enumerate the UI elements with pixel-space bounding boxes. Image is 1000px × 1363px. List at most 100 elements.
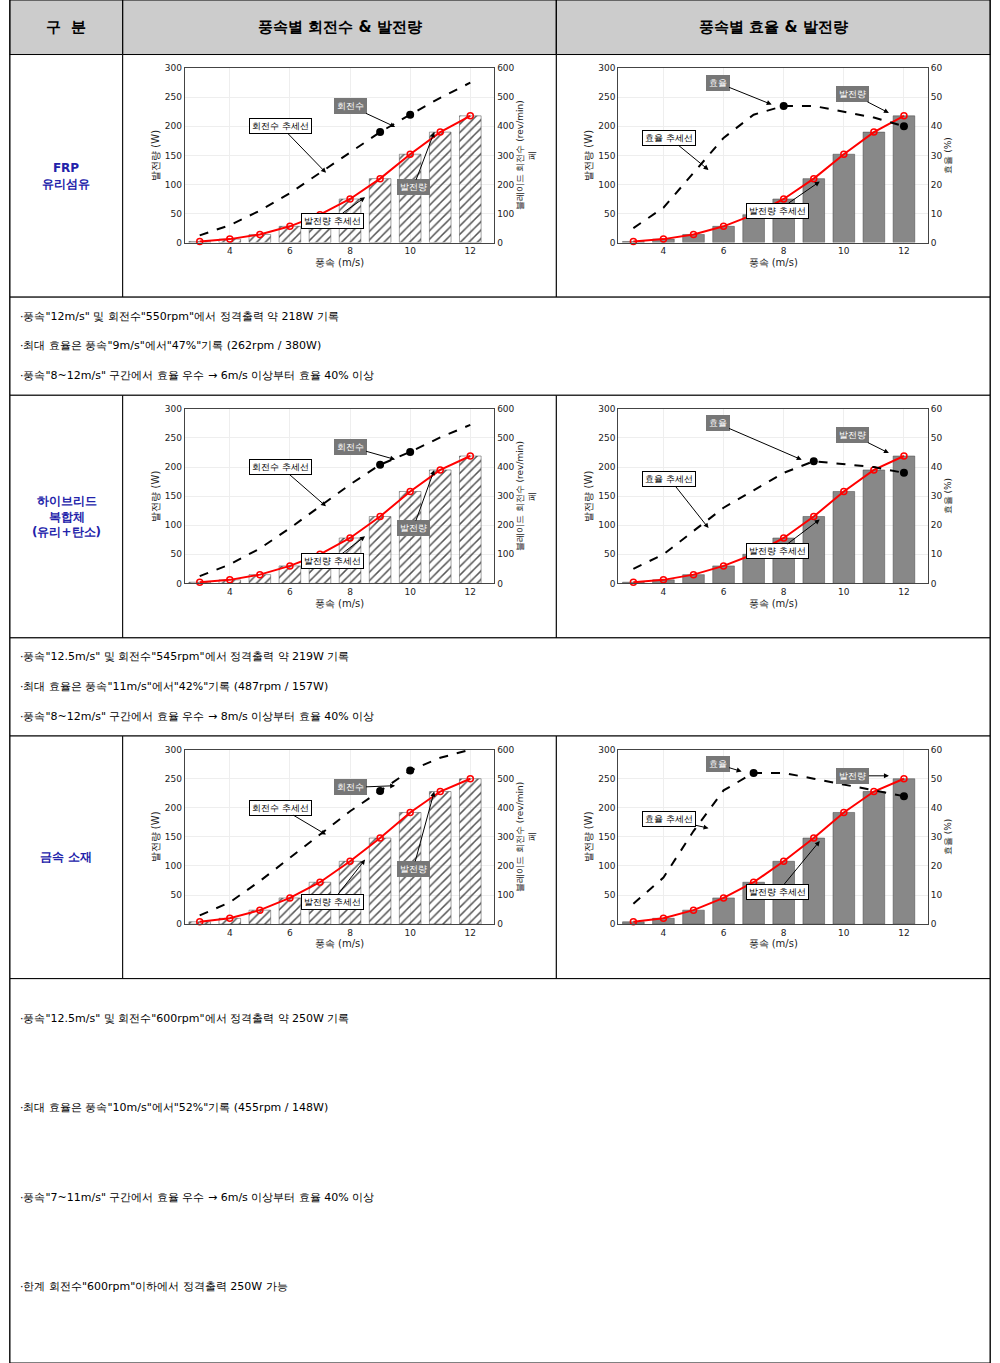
svg-text:10: 10 (838, 587, 850, 597)
svg-text:효율 (%): 효율 (%) (943, 819, 953, 855)
svg-text:·풍속"8~12m/s" 구간에서 효율 우수 → 6m/s: ·풍속"8~12m/s" 구간에서 효율 우수 → 6m/s 이상부터 효율 4… (20, 369, 374, 382)
svg-text:0: 0 (610, 238, 616, 248)
svg-text:12: 12 (465, 587, 476, 597)
svg-text:8: 8 (781, 587, 787, 597)
svg-text:발전량: 발전량 (839, 771, 866, 781)
svg-text:발전량 (W): 발전량 (W) (150, 471, 161, 522)
svg-text:풍속 (m/s): 풍속 (m/s) (749, 598, 798, 609)
svg-text:회전수: 회전수 (337, 782, 364, 792)
svg-text:발전량 추세선: 발전량 추세선 (304, 897, 361, 907)
svg-text:·최대 효율은 풍속"11m/s"에서"42%"기록 (48: ·최대 효율은 풍속"11m/s"에서"42%"기록 (487rpm / 157… (20, 680, 328, 693)
svg-text:250: 250 (598, 433, 615, 443)
svg-text:발전량 추세선: 발전량 추세선 (749, 887, 806, 897)
svg-text:100: 100 (497, 890, 514, 900)
svg-text:회전수: 회전수 (337, 101, 364, 111)
svg-text:100: 100 (598, 520, 615, 530)
svg-text:20: 20 (931, 520, 943, 530)
svg-text:10: 10 (404, 246, 416, 256)
svg-text:풍속별 효율 & 발전량: 풍속별 효율 & 발전량 (699, 18, 848, 36)
svg-text:풍속 (m/s): 풍속 (m/s) (315, 257, 364, 268)
svg-text:효율 추세선: 효율 추세선 (645, 814, 693, 824)
svg-text:50: 50 (931, 92, 943, 102)
svg-text:0: 0 (176, 919, 182, 929)
svg-text:200: 200 (598, 121, 615, 131)
svg-text:300: 300 (598, 745, 615, 755)
svg-text:발전량: 발전량 (839, 430, 866, 440)
svg-text:100: 100 (598, 180, 615, 190)
svg-text:600: 600 (497, 404, 514, 414)
svg-text:200: 200 (598, 803, 615, 813)
svg-text:·한계 회전수"600rpm"이하에서 정격출력 250W: ·한계 회전수"600rpm"이하에서 정격출력 250W 가능 (20, 1280, 288, 1293)
svg-text:풍속 (m/s): 풍속 (m/s) (749, 938, 798, 949)
svg-text:·풍속"12m/s" 및 회전수"550rpm"에서 정격출: ·풍속"12m/s" 및 회전수"550rpm"에서 정격출력 약 218W 기… (20, 310, 339, 323)
svg-text:50: 50 (604, 549, 616, 559)
svg-text:8: 8 (347, 246, 353, 256)
svg-text:효율 (%): 효율 (%) (943, 137, 953, 173)
svg-text:구 분: 구 분 (46, 18, 86, 36)
svg-text:풍속 (m/s): 풍속 (m/s) (749, 257, 798, 268)
svg-text:효율 추세선: 효율 추세선 (645, 133, 693, 143)
svg-text:4: 4 (661, 246, 667, 256)
svg-text:8: 8 (781, 246, 787, 256)
svg-text:효율: 효율 (709, 418, 727, 428)
svg-text:하이브리드복합체(유리+탄소): 하이브리드복합체(유리+탄소) (32, 494, 101, 539)
svg-text:150: 150 (598, 491, 615, 501)
svg-text:0: 0 (931, 238, 937, 248)
svg-text:500: 500 (497, 774, 514, 784)
svg-text:회전수 추세선: 회전수 추세선 (252, 121, 309, 131)
svg-text:4: 4 (227, 587, 233, 597)
svg-text:금속 소재: 금속 소재 (40, 850, 92, 864)
svg-text:40: 40 (931, 803, 943, 813)
svg-text:·최대 효율은 풍속"9m/s"에서"47%"기록 (262: ·최대 효율은 풍속"9m/s"에서"47%"기록 (262rpm / 380W… (20, 339, 321, 352)
svg-text:600: 600 (497, 63, 514, 73)
svg-text:0: 0 (610, 919, 616, 929)
svg-text:8: 8 (347, 587, 353, 597)
svg-text:회전수: 회전수 (337, 442, 364, 452)
svg-text:100: 100 (165, 180, 182, 190)
svg-text:회전수 추세선: 회전수 추세선 (252, 462, 309, 472)
svg-text:0: 0 (497, 579, 503, 589)
svg-text:블레이드 회전수 (rev/min)페: 블레이드 회전수 (rev/min)페 (515, 782, 537, 892)
svg-text:10: 10 (404, 928, 416, 938)
svg-text:150: 150 (165, 491, 182, 501)
svg-text:발전량 추세선: 발전량 추세선 (749, 546, 806, 556)
svg-text:발전량 추세선: 발전량 추세선 (304, 556, 361, 566)
svg-text:발전량 (W): 발전량 (W) (150, 811, 161, 862)
svg-text:50: 50 (170, 209, 182, 219)
svg-text:·풍속"12.5m/s" 및 회전수"545rpm"에서 정: ·풍속"12.5m/s" 및 회전수"545rpm"에서 정격출력 약 219W… (20, 650, 349, 663)
svg-text:FRP유리섬유: FRP유리섬유 (42, 161, 90, 191)
svg-text:60: 60 (931, 404, 943, 414)
svg-text:50: 50 (604, 209, 616, 219)
svg-text:300: 300 (165, 63, 182, 73)
svg-text:200: 200 (497, 861, 514, 871)
svg-text:효율 추세선: 효율 추세선 (645, 474, 693, 484)
svg-text:250: 250 (165, 433, 182, 443)
svg-text:8: 8 (781, 928, 787, 938)
svg-text:0: 0 (176, 579, 182, 589)
svg-text:30: 30 (931, 151, 943, 161)
svg-text:150: 150 (598, 832, 615, 842)
svg-text:6: 6 (287, 246, 293, 256)
svg-text:·풍속"7~11m/s" 구간에서 효율 우수 → 6m/s: ·풍속"7~11m/s" 구간에서 효율 우수 → 6m/s 이상부터 효율 4… (20, 1191, 374, 1204)
svg-text:10: 10 (931, 890, 943, 900)
svg-text:250: 250 (165, 774, 182, 784)
svg-text:200: 200 (165, 803, 182, 813)
svg-text:20: 20 (931, 180, 943, 190)
svg-text:효율 (%): 효율 (%) (943, 478, 953, 514)
svg-text:30: 30 (931, 491, 943, 501)
svg-text:효율: 효율 (709, 759, 727, 769)
svg-text:6: 6 (287, 587, 293, 597)
svg-text:500: 500 (497, 433, 514, 443)
svg-text:250: 250 (598, 92, 615, 102)
svg-text:회전수 추세선: 회전수 추세선 (252, 803, 309, 813)
svg-text:200: 200 (598, 462, 615, 472)
svg-text:100: 100 (497, 549, 514, 559)
svg-text:200: 200 (497, 520, 514, 530)
svg-text:50: 50 (170, 890, 182, 900)
svg-text:블레이드 회전수 (rev/min)페: 블레이드 회전수 (rev/min)페 (515, 100, 537, 210)
svg-text:60: 60 (931, 63, 943, 73)
svg-text:50: 50 (170, 549, 182, 559)
svg-text:150: 150 (165, 151, 182, 161)
svg-text:200: 200 (497, 180, 514, 190)
svg-text:12: 12 (898, 246, 909, 256)
